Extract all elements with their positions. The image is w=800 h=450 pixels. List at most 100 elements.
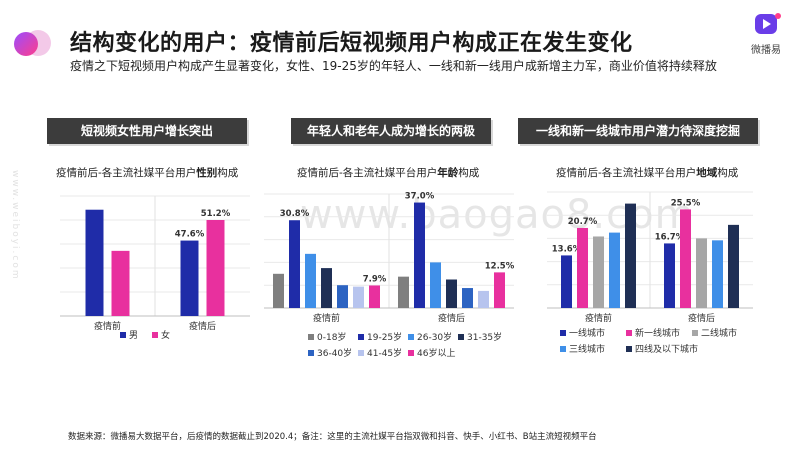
- legend-label: 新一线城市: [635, 329, 681, 339]
- legend-item: 41-45岁: [358, 346, 402, 359]
- bar-0-4: [625, 203, 636, 308]
- legend-swatch: [408, 333, 414, 340]
- legend-label: 四线及以下城市: [635, 345, 699, 355]
- legend-swatch: [358, 333, 364, 340]
- bar-0-1: [111, 250, 130, 316]
- legend-label: 36-40岁: [317, 349, 353, 359]
- data-label: 20.7%: [568, 217, 598, 227]
- data-label: 12.5%: [485, 261, 515, 271]
- data-label: 47.6%: [175, 230, 205, 240]
- bar-1-3: [712, 240, 723, 308]
- legend-swatch: [692, 329, 698, 336]
- gender-legend: 男女: [120, 328, 240, 342]
- panel-header-age: 年轻人和老年人成为增长的两极: [291, 118, 491, 144]
- legend-item: 三线城市: [560, 342, 605, 355]
- bar-1-0: [398, 276, 409, 308]
- bar-1-4: [728, 224, 739, 308]
- bar-0-0: [273, 273, 284, 308]
- data-label: 37.0%: [405, 192, 435, 202]
- bar-1-1: [680, 209, 691, 308]
- data-label: 7.9%: [363, 274, 387, 284]
- legend-swatch: [560, 345, 566, 352]
- legend-label: 男: [129, 331, 139, 341]
- data-label: 51.2%: [201, 209, 231, 219]
- legend-label: 26-30岁: [417, 333, 453, 343]
- legend-item: 四线及以下城市: [626, 342, 698, 355]
- category-label: 疫情后: [189, 320, 216, 332]
- data-label: 30.8%: [280, 209, 310, 219]
- legend-label: 46岁以上: [417, 349, 456, 359]
- legend-swatch: [152, 331, 158, 338]
- legend-swatch: [458, 333, 464, 340]
- brand-play-icon: [755, 13, 781, 34]
- legend-label: 一线城市: [569, 329, 606, 339]
- legend-swatch: [626, 345, 632, 352]
- legend-label: 0-18岁: [317, 333, 347, 343]
- legend-swatch: [560, 329, 566, 336]
- bar-0-6: [369, 285, 380, 308]
- legend-item: 19-25岁: [358, 330, 402, 343]
- category-label: 疫情后: [688, 312, 715, 324]
- bar-1-4: [462, 288, 473, 308]
- legend-swatch: [358, 349, 364, 356]
- legend-swatch: [120, 331, 126, 338]
- category-label: 疫情前: [313, 312, 340, 324]
- legend-item: 31-35岁: [458, 330, 502, 343]
- bar-0-2: [305, 253, 316, 308]
- legend-item: 0-18岁: [308, 330, 346, 343]
- age-legend: 0-18岁 19-25岁 26-30岁 31-35岁 36-40岁 41-45岁 46岁以上: [308, 330, 508, 360]
- legend-label: 31-35岁: [467, 333, 503, 343]
- legend-item: 36-40岁: [308, 346, 352, 359]
- legend-item: 一线城市: [560, 326, 605, 339]
- panel-header-region: 一线和新一线城市用户潜力待深度挖掘: [518, 118, 758, 144]
- page-title: 结构变化的用户：疫情前后短视频用户构成正在发生变化: [70, 31, 633, 56]
- bar-0-2: [593, 236, 604, 308]
- data-label: 13.6%: [552, 244, 582, 254]
- brand-logo: 微播易: [746, 12, 786, 56]
- data-label: 16.7%: [655, 232, 685, 242]
- bar-0-1: [577, 227, 588, 308]
- legend-item: 女: [152, 328, 170, 341]
- legend-item: 男: [120, 328, 138, 341]
- bar-1-1: [206, 220, 225, 316]
- legend-label: 41-45岁: [367, 349, 403, 359]
- bar-1-3: [446, 279, 457, 308]
- legend-swatch: [626, 329, 632, 336]
- age-bar-chart: 30.8% 7.9% 疫情前 37.0% 12.5% 疫情后: [264, 192, 515, 324]
- chart-title-age: 疫情前后-各主流社媒平台用户年龄构成: [297, 167, 480, 179]
- bar-0-0: [561, 255, 572, 308]
- bar-1-5: [478, 290, 489, 308]
- legend-item: 二线城市: [692, 326, 737, 339]
- bar-1-6: [494, 272, 505, 308]
- bar-1-0: [664, 243, 675, 308]
- chart-title-region: 疫情前后-各主流社媒平台用户地域构成: [556, 167, 739, 179]
- legend-swatch: [308, 333, 314, 340]
- legend-label: 三线城市: [569, 345, 606, 355]
- bar-0-3: [609, 232, 620, 308]
- legend-item: 26-30岁: [408, 330, 452, 343]
- bar-1-1: [414, 202, 425, 308]
- bar-1-2: [430, 262, 441, 308]
- category-label: 疫情前: [94, 320, 121, 332]
- legend-item: 新一线城市: [626, 326, 680, 339]
- bar-0-3: [321, 268, 332, 308]
- chart-title-gender: 疫情前后-各主流社媒平台用户性别构成: [56, 167, 239, 179]
- bar-0-4: [337, 285, 348, 308]
- gender-bar-chart: 疫情前 47.6% 51.2% 疫情后: [60, 195, 250, 332]
- category-label: 疫情前: [585, 312, 612, 324]
- page-subtitle: 疫情之下短视频用户构成产生显著变化，女性、19-25岁的年轻人、一线和新一线用户…: [70, 59, 717, 73]
- bar-1-0: [180, 240, 199, 316]
- legend-swatch: [408, 349, 414, 356]
- region-bar-chart: 13.6% 20.7% 疫情前 16.7% 25.5% 疫情后: [547, 191, 753, 324]
- bar-1-2: [696, 238, 707, 308]
- data-label: 25.5%: [671, 198, 701, 208]
- footnote: 数据来源：微播易大数据平台，后疫情的数据截止到2020.4；备注：这里的主流社媒…: [68, 432, 597, 442]
- side-watermark: www.weiboyi.com: [10, 170, 20, 281]
- bar-0-5: [353, 286, 364, 308]
- legend-swatch: [308, 349, 314, 356]
- legend-label: 二线城市: [701, 329, 738, 339]
- region-legend: 一线城市 新一线城市 二线城市三线城市 四线及以下城市: [560, 326, 760, 356]
- legend-item: 46岁以上: [408, 346, 455, 359]
- legend-label: 19-25岁: [367, 333, 403, 343]
- category-label: 疫情后: [438, 312, 465, 324]
